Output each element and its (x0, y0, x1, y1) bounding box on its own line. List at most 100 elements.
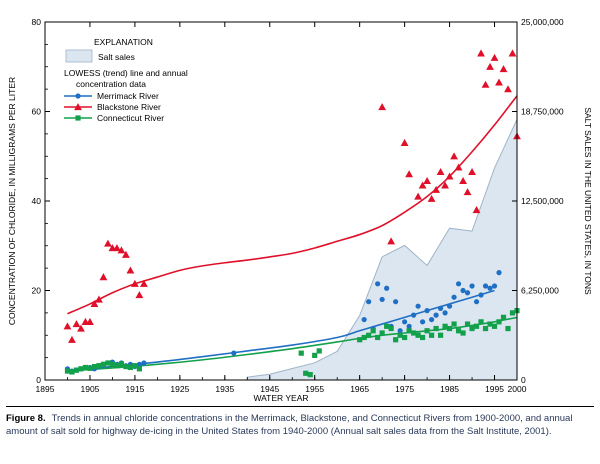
merrimack-river-point (428, 316, 435, 323)
connecticut-river-point (69, 369, 75, 375)
merrimack-river-point (496, 270, 502, 276)
connecticut-river-point (384, 323, 390, 329)
connecticut-river-point (491, 323, 498, 329)
merrimack-river-point (469, 283, 475, 289)
y2-tick-label: 0 (521, 375, 526, 385)
blackstone-river-point (405, 170, 414, 178)
x-tick-label: 1985 (440, 384, 459, 394)
connecticut-river-point (469, 325, 475, 332)
merrimack-river-point (446, 303, 453, 309)
connecticut-river-point (96, 363, 102, 369)
merrimack-river-legend-marker (75, 93, 81, 99)
blackstone-river-point (463, 188, 472, 196)
blackstone-river-point (454, 163, 463, 171)
connecticut-river-point (136, 366, 142, 372)
connecticut-river-point (487, 321, 493, 327)
merrimack-river-point (420, 319, 426, 325)
blackstone-river-point (126, 266, 135, 274)
blackstone-river-point (63, 322, 72, 330)
y2-axis-ticks: 0 6,250,000 12,500,000 18,750,000 25,000,000 (512, 17, 564, 385)
blackstone-river-point (99, 273, 108, 281)
merrimack-river-point (451, 294, 457, 300)
connecticut-river-point (370, 328, 376, 334)
legend-lowess-line2: concentration data (76, 79, 146, 89)
connecticut-river-point (496, 319, 502, 325)
figure-label: Figure 8. (6, 413, 46, 424)
connecticut-river-point (123, 363, 129, 370)
x-tick-label: 1955 (305, 384, 324, 394)
data-points (63, 49, 521, 378)
merrimack-river-point (460, 287, 466, 294)
merrimack-river-point (397, 328, 403, 334)
connecticut-river-point (393, 337, 399, 343)
connecticut-river-point (415, 332, 421, 338)
x-tick-label: 1975 (395, 384, 414, 394)
x-tick-label: 1895 (36, 384, 55, 394)
blackstone-river-point (68, 335, 76, 343)
blackstone-river-point (72, 320, 81, 328)
merrimack-river-point (393, 299, 399, 305)
y2-tick-label: 25,000,000 (521, 17, 564, 27)
blackstone-river-point (95, 295, 103, 303)
merrimack-river-point (406, 323, 412, 329)
caption-text: Trends in annual chloride concentrations… (6, 413, 573, 437)
merrimack-river-point (366, 299, 372, 305)
blackstone-river-point (432, 185, 440, 193)
connecticut-river-point (366, 332, 372, 338)
x-tick-label: 1965 (350, 384, 369, 394)
connecticut-river-point (500, 314, 507, 320)
connecticut-river-point (298, 350, 304, 356)
connecticut-river-point (127, 364, 134, 371)
blackstone-river-point (139, 279, 148, 287)
y-tick-label: 20 (32, 286, 42, 296)
connecticut-river-point (446, 325, 453, 332)
salt-sales-area (246, 119, 518, 381)
connecticut-river-point (316, 348, 322, 354)
blackstone-river-point (104, 239, 112, 247)
merrimack-river-point (487, 285, 493, 291)
blackstone-river-point (508, 49, 517, 57)
connecticut-river-point (464, 321, 471, 327)
connecticut-river-legend-marker (75, 115, 81, 121)
merrimack-river-point (361, 316, 367, 323)
y-tick-label: 40 (32, 196, 42, 206)
x-tick-label: 2000 (508, 384, 527, 394)
blackstone-river-point (472, 206, 481, 214)
connecticut-river-point (82, 364, 89, 371)
blackstone-river-point (418, 181, 427, 189)
connecticut-river-point (312, 352, 318, 358)
connecticut-river-point (420, 334, 426, 341)
merrimack-river-point (384, 285, 390, 291)
connecticut-river-point (114, 363, 120, 369)
y2-axis-title: SALT SALES IN THE UNITED STATES, IN TONS (583, 107, 593, 295)
legend-header: EXPLANATION (94, 37, 153, 47)
blackstone-river-point (113, 244, 121, 252)
blackstone-river-point (427, 194, 436, 202)
blackstone-river-point (504, 85, 512, 93)
connecticut-river-point (482, 325, 489, 332)
y2-tick-label: 6,250,000 (521, 286, 559, 296)
connecticut-river-point (91, 363, 98, 370)
blackstone-river-point (436, 168, 445, 176)
blackstone-river-point (468, 168, 476, 176)
blackstone-river-point (131, 279, 139, 287)
connecticut-river-point (105, 360, 111, 366)
blackstone-river-point (441, 181, 449, 189)
y-axis-ticks: 0 20 40 60 80 (32, 17, 50, 385)
merrimack-river-point (411, 312, 417, 318)
y-axis-title: CONCENTRATION OF CHLORIDE, IN MILLIGRAMS… (7, 77, 17, 325)
merrimack-river-point (231, 350, 237, 356)
connecticut-river-point (402, 334, 408, 341)
blackstone-river-point (481, 80, 490, 88)
connecticut-river-point (411, 330, 417, 336)
merrimack-river-point (478, 292, 484, 298)
connecticut-river-point (87, 365, 93, 371)
connecticut-river-point (442, 323, 448, 329)
merrimack-river-point (415, 303, 421, 309)
merrimack-river-point (424, 308, 430, 314)
blackstone-river-point (135, 291, 144, 299)
connecticut-river-point (132, 363, 138, 369)
connecticut-river-point (375, 334, 381, 341)
blackstone-river-point (450, 152, 458, 160)
merrimack-river-point (437, 305, 444, 311)
